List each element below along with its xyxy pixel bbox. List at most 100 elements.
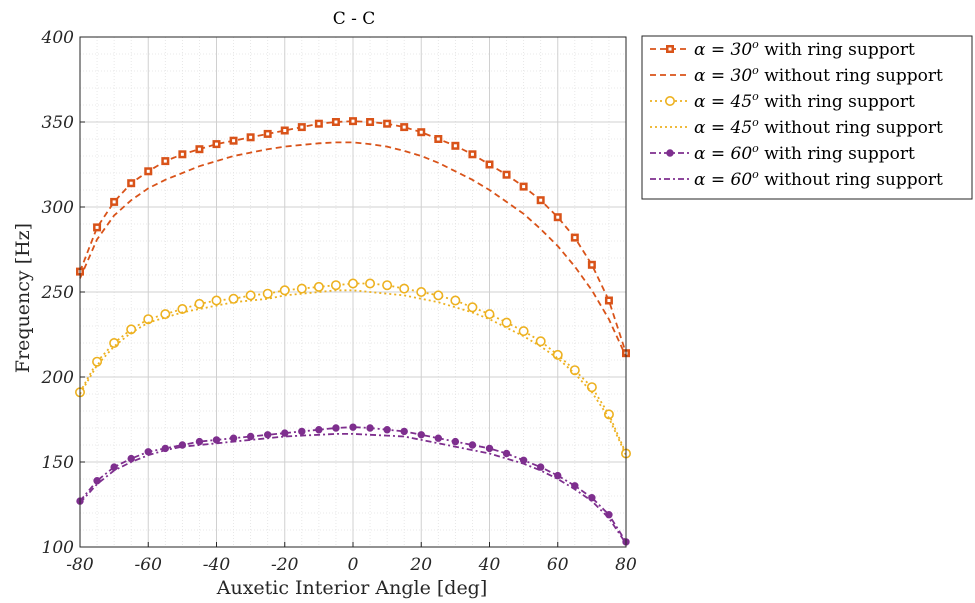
x-tick-label: -60 (135, 555, 163, 575)
square-marker-center (419, 130, 423, 134)
y-tick-label: 400 (41, 28, 75, 48)
dot-marker (229, 434, 238, 442)
y-axis-label: Frequency [Hz] (12, 223, 34, 373)
y-tick-label: 200 (41, 368, 75, 388)
y-tick-label: 350 (42, 113, 75, 133)
square-marker-center (505, 173, 509, 177)
legend-label: α = 45o without ring support (694, 116, 943, 138)
series-path (79, 426, 627, 543)
series-path (79, 289, 627, 456)
legend: α = 30o with ring support α = 30o without… (641, 35, 973, 200)
legend-items: α = 30o with ring support α = 30o without… (650, 38, 943, 190)
dot-marker (485, 444, 494, 453)
circle-marker (586, 382, 597, 393)
series-layer (75, 117, 631, 546)
x-tick-label: -20 (271, 555, 299, 575)
y-tick-label: 100 (42, 538, 75, 558)
circle-marker (194, 298, 205, 309)
dot-marker (298, 427, 306, 436)
x-axis-ticks: -80 -60 -40 -20 0 20 40 60 80 (66, 542, 637, 575)
square-marker-center (368, 120, 372, 124)
dot-marker (366, 424, 374, 432)
square-marker-center (573, 236, 577, 240)
dot-marker (536, 463, 545, 471)
x-tick-label: -40 (203, 555, 231, 575)
circle-marker (365, 278, 376, 289)
circle-marker (92, 356, 103, 367)
square-marker-center (197, 147, 201, 151)
dot-marker (263, 431, 272, 439)
dot-marker (93, 477, 101, 485)
circle-marker (518, 326, 529, 337)
legend-item: α = 60o without ring support (650, 168, 943, 190)
square-marker-center (215, 142, 218, 146)
dot-marker (451, 437, 460, 446)
circle-marker (416, 286, 427, 297)
legend-item: α = 45o with ring support (650, 90, 915, 112)
circle-marker (450, 295, 461, 306)
circle-marker (228, 293, 239, 304)
legend-item: α = 45o without ring support (650, 116, 943, 138)
square-marker-center (232, 139, 236, 143)
legend-label: α = 30o with ring support (694, 38, 915, 60)
circle-marker (347, 278, 358, 289)
square-marker-center (163, 159, 167, 163)
x-axis-label: Auxetic Interior Angle [deg] (216, 577, 488, 599)
x-tick-label: 0 (348, 555, 359, 575)
dot-marker (315, 426, 323, 434)
square-marker-center (146, 169, 150, 173)
legend-label: α = 60o without ring support (694, 168, 943, 190)
square-marker-center (351, 119, 355, 123)
dot-marker (332, 424, 340, 432)
dot-marker (212, 436, 221, 444)
circle-marker (552, 349, 563, 360)
square-marker-center (522, 185, 526, 189)
square-marker-center (180, 152, 184, 156)
circle-marker (279, 285, 290, 296)
x-tick-label: 20 (409, 555, 432, 575)
dot-marker (588, 494, 596, 502)
circle-marker (313, 281, 324, 292)
x-tick-label: -80 (66, 555, 94, 575)
circle-marker (330, 280, 341, 291)
dot-marker (281, 429, 289, 437)
square-marker-center (470, 152, 474, 156)
dot-marker (195, 437, 204, 446)
y-tick-label: 300 (42, 198, 75, 218)
series-path (79, 141, 627, 357)
square-marker-center (385, 122, 389, 126)
circle-marker (211, 295, 222, 306)
circle-marker (296, 283, 307, 294)
square-marker-center (402, 125, 406, 129)
y-tick-label: 250 (41, 283, 75, 303)
square-marker-center (300, 125, 304, 129)
series-line (79, 433, 627, 545)
square-marker-center (112, 200, 116, 204)
circle-marker (664, 96, 675, 107)
circle-marker (467, 302, 478, 313)
square-marker-center (283, 129, 287, 132)
legend-label: α = 30o without ring support (694, 64, 943, 86)
dot-marker (468, 441, 477, 449)
circle-marker (535, 336, 546, 347)
dot-marker (417, 431, 425, 439)
x-tick-label: 60 (547, 555, 569, 575)
square-marker-center (488, 163, 491, 166)
dot-marker (434, 434, 443, 442)
square-marker-center (590, 263, 594, 267)
square-marker-center (249, 135, 253, 139)
series-path (79, 433, 627, 545)
major-grid (79, 36, 627, 548)
x-tick-label: 80 (615, 555, 637, 575)
square-marker-center (95, 225, 99, 229)
square-marker-center (334, 120, 338, 124)
square-marker-center (129, 181, 133, 185)
dot-marker (110, 463, 118, 471)
dot-marker (383, 426, 391, 434)
legend-label: α = 45o with ring support (694, 90, 915, 112)
y-axis-ticks: 100 150 200 250 300 350 400 (41, 28, 85, 558)
chart-title: C - C (333, 9, 376, 29)
circle-marker (245, 290, 256, 301)
square-marker-center (266, 132, 270, 136)
